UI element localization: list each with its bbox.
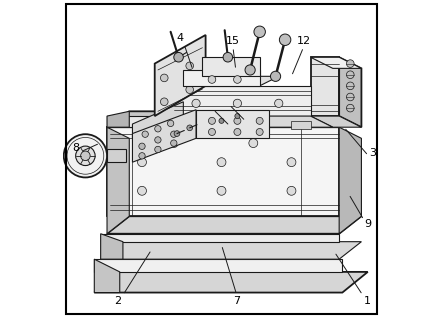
Polygon shape [183,76,279,86]
Circle shape [174,52,183,62]
Circle shape [219,118,224,123]
Circle shape [171,131,177,137]
Polygon shape [94,259,342,272]
Text: 3: 3 [369,148,376,158]
Text: 1: 1 [364,295,371,306]
Text: 15: 15 [226,36,240,46]
Circle shape [254,26,265,38]
Polygon shape [132,102,183,138]
Circle shape [346,71,354,79]
Circle shape [249,139,258,148]
Circle shape [271,71,281,81]
Circle shape [160,74,168,82]
Circle shape [223,52,233,62]
Polygon shape [107,111,129,127]
Text: 2: 2 [115,295,122,306]
Circle shape [64,134,107,177]
Circle shape [217,186,226,195]
Circle shape [233,76,241,83]
Polygon shape [183,70,260,86]
Circle shape [186,62,194,70]
Circle shape [137,158,147,167]
Circle shape [245,65,255,75]
Circle shape [160,98,168,106]
Polygon shape [101,234,339,242]
Circle shape [186,86,194,93]
Circle shape [171,140,177,146]
Polygon shape [107,111,361,127]
Polygon shape [291,121,311,129]
Circle shape [275,99,283,107]
Circle shape [142,131,148,137]
Polygon shape [132,110,196,162]
Text: 7: 7 [233,295,240,306]
Circle shape [287,158,296,167]
Polygon shape [202,57,260,76]
Circle shape [234,128,241,135]
Polygon shape [107,116,339,127]
Circle shape [234,117,241,124]
Circle shape [155,126,161,132]
Polygon shape [155,35,206,116]
Text: 12: 12 [296,36,311,46]
Circle shape [217,158,226,167]
Circle shape [256,117,263,124]
Circle shape [192,99,200,107]
Circle shape [346,93,354,101]
Polygon shape [94,259,120,293]
Polygon shape [107,216,361,234]
Circle shape [235,114,240,119]
Circle shape [209,117,215,124]
Polygon shape [174,86,311,116]
Polygon shape [311,57,339,116]
Polygon shape [339,57,361,127]
Circle shape [208,76,216,83]
Circle shape [280,34,291,45]
Circle shape [139,153,145,159]
Polygon shape [107,127,129,234]
Circle shape [233,99,241,107]
Circle shape [256,128,263,135]
Circle shape [174,131,180,136]
Circle shape [155,146,161,153]
Circle shape [169,139,178,148]
Text: 9: 9 [364,219,371,229]
Circle shape [346,104,354,112]
Circle shape [155,137,161,143]
Circle shape [346,60,354,67]
Polygon shape [174,116,333,127]
Text: 4: 4 [177,33,184,43]
Circle shape [137,186,147,195]
Circle shape [76,146,95,166]
Circle shape [167,120,174,127]
Circle shape [287,186,296,195]
Circle shape [346,82,354,90]
Circle shape [81,151,90,161]
Polygon shape [311,57,361,68]
Circle shape [187,125,193,131]
Polygon shape [311,116,361,127]
Circle shape [209,128,215,135]
Text: 8: 8 [72,143,79,153]
Circle shape [139,143,145,149]
Polygon shape [339,127,361,234]
Polygon shape [196,110,269,138]
Polygon shape [94,272,368,293]
Polygon shape [101,242,361,259]
Polygon shape [107,149,126,162]
Polygon shape [107,127,339,216]
Polygon shape [101,234,123,259]
